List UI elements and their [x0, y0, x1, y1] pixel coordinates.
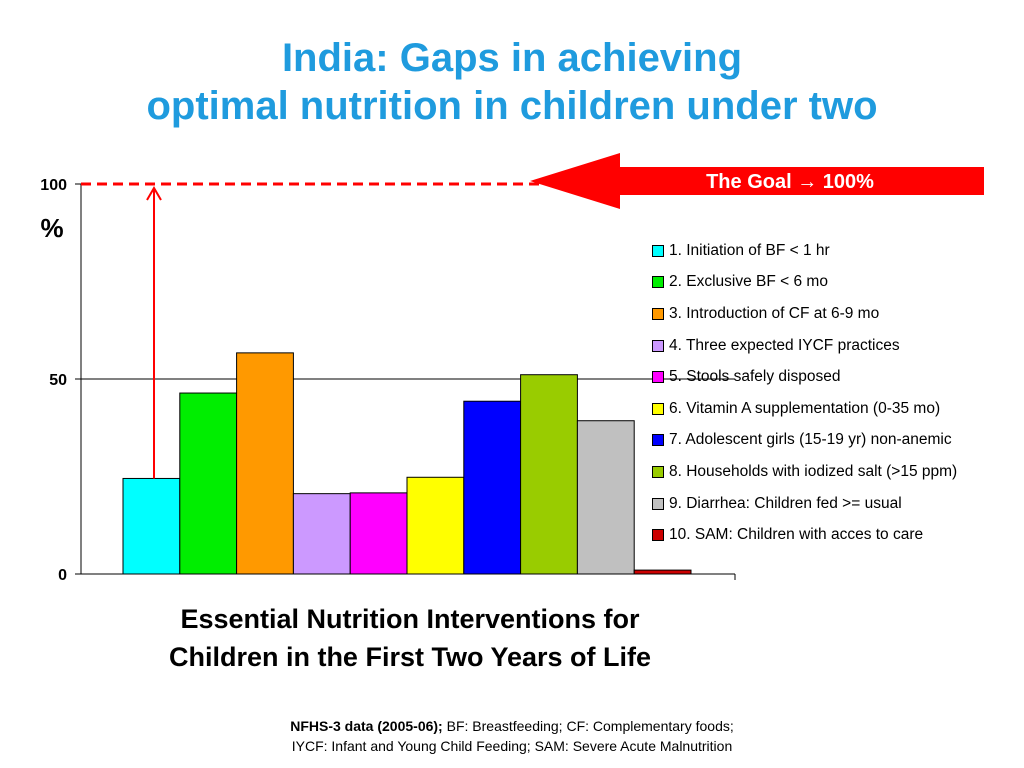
legend-label-1: 1. Initiation of BF < 1 hr [669, 241, 830, 259]
legend-label-8: 8. Households with iodized salt (>15 ppm… [669, 462, 958, 480]
legend-label-2: 2. Exclusive BF < 6 mo [669, 273, 828, 291]
legend-swatch-8 [652, 465, 664, 478]
footnote-line1: NFHS-3 data (2005-06); BF: Breastfeeding… [0, 716, 1024, 736]
legend-item-2: 2. Exclusive BF < 6 mo [652, 267, 1022, 299]
slide-title-line2: optimal nutrition in children under two [146, 84, 878, 128]
goal-arrow-icon [530, 153, 984, 209]
legend-item-9: 9. Diarrhea: Children fed >= usual [652, 488, 1022, 520]
y-tick-label-50: 50 [49, 372, 67, 389]
legend-label-3: 3. Introduction of CF at 6-9 mo [669, 304, 880, 322]
footnote-line1-text: BF: Breastfeeding; CF: Complementary foo… [442, 718, 734, 734]
slide-title-line1: India: Gaps in achieving [281, 36, 743, 80]
bar-6 [406, 476, 465, 575]
chart-bars [122, 352, 692, 575]
legend-item-6: 6. Vitamin A supplementation (0-35 mo) [652, 393, 1022, 425]
bar-2 [179, 392, 238, 575]
bar-7 [463, 400, 522, 575]
legend-swatch-5 [652, 371, 664, 384]
legend-label-7: 7. Adolescent girls (15-19 yr) non-anemi… [669, 431, 952, 449]
goal-label: The Goal → 100% [706, 171, 874, 193]
legend-item-1: 1. Initiation of BF < 1 hr [652, 235, 1022, 267]
chart-overlay [81, 182, 540, 479]
bar-1 [122, 477, 181, 575]
legend-swatch-1 [652, 244, 664, 257]
slide-title: India: Gaps in achieving optimal nutriti… [0, 34, 1024, 130]
bar-3 [236, 352, 294, 575]
legend-swatch-10 [652, 529, 664, 542]
legend-swatch-3 [652, 307, 664, 320]
bar-9 [576, 420, 635, 575]
legend-label-4: 4. Three expected IYCF practices [669, 336, 900, 354]
legend-item-5: 5. Stools safely disposed [652, 361, 1022, 393]
legend-item-4: 4. Three expected IYCF practices [652, 330, 1022, 362]
legend-label-6: 6. Vitamin A supplementation (0-35 mo) [669, 399, 941, 417]
footnote: NFHS-3 data (2005-06); BF: Breastfeeding… [0, 716, 1024, 756]
footnote-line2: IYCF: Infant and Young Child Feeding; SA… [291, 738, 733, 754]
legend-item-3: 3. Introduction of CF at 6-9 mo [652, 298, 1022, 330]
gap-arrow-head-icon [146, 186, 162, 201]
bar-4 [292, 493, 351, 575]
chart-legend: 1. Initiation of BF < 1 hr 2. Exclusive B… [652, 235, 1022, 551]
bar-10 [633, 569, 692, 575]
y-axis-label: % [40, 213, 63, 243]
y-tick-label-0: 0 [58, 567, 67, 584]
bar-8 [520, 374, 578, 575]
y-tick-label-100: 100 [40, 177, 67, 194]
x-axis-label-line1: Essential Nutrition Interventions for [180, 604, 640, 634]
bar-5 [349, 492, 408, 575]
legend-swatch-2 [652, 276, 664, 289]
legend-label-5: 5. Stools safely disposed [669, 368, 841, 386]
footnote-source: NFHS-3 data (2005-06); [290, 718, 443, 734]
legend-swatch-4 [652, 339, 664, 352]
legend-swatch-9 [652, 497, 664, 510]
legend-item-8: 8. Households with iodized salt (>15 ppm… [652, 456, 1022, 488]
legend-label-9: 9. Diarrhea: Children fed >= usual [669, 494, 902, 512]
legend-swatch-7 [652, 434, 664, 447]
x-axis-label-line2: Children in the First Two Years of Life [168, 642, 652, 672]
x-axis-label: Essential Nutrition Interventions for Ch… [60, 600, 760, 676]
legend-swatch-6 [652, 402, 664, 415]
legend-item-10: 10. SAM: Children with acces to care [652, 519, 1022, 551]
legend-label-10: 10. SAM: Children with acces to care [669, 526, 924, 544]
legend-item-7: 7. Adolescent girls (15-19 yr) non-anemi… [652, 425, 1022, 457]
